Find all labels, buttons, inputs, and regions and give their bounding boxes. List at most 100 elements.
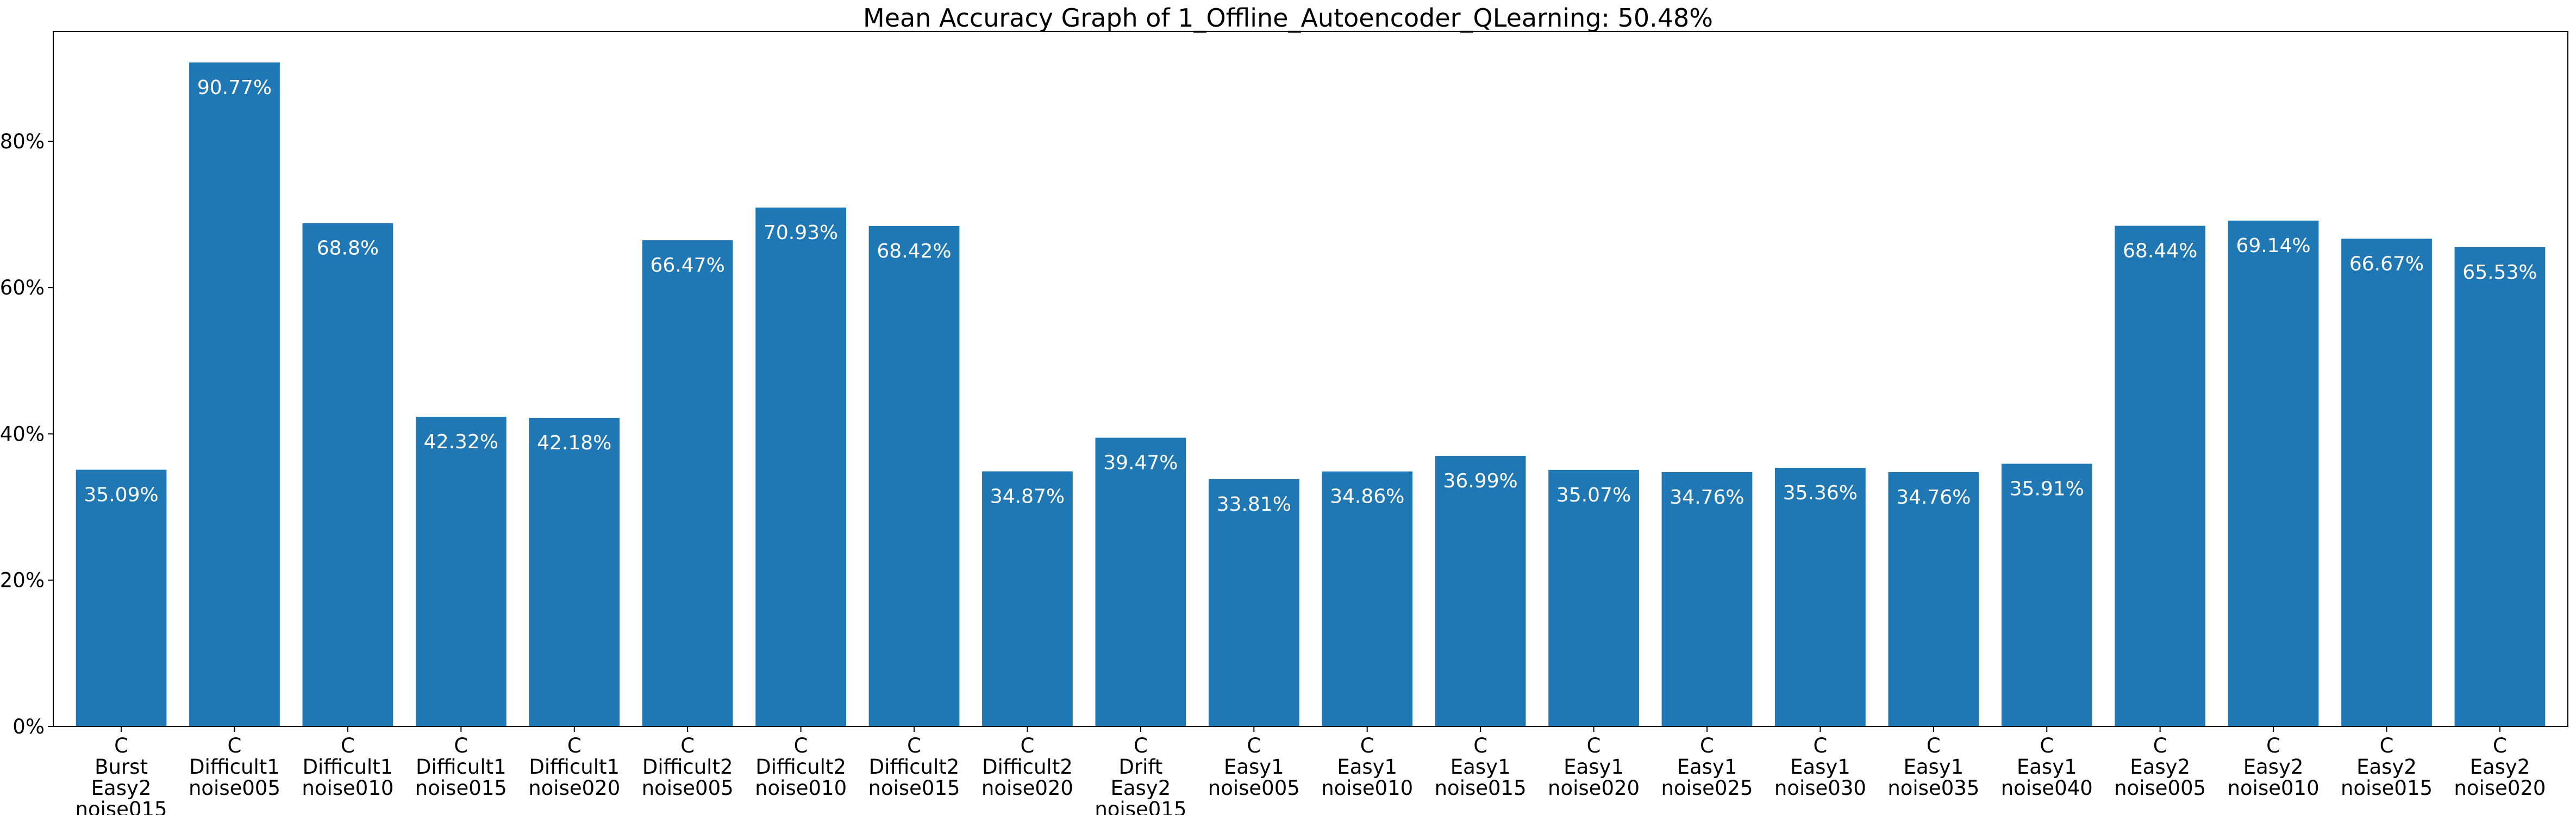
bar <box>76 469 167 726</box>
x-tick-label-line: Easy1 <box>2017 755 2077 779</box>
x-tick-label: C Easy1 noise030 <box>1774 734 1866 800</box>
x-tick-label-line: noise005 <box>1208 776 1300 800</box>
bar <box>529 418 620 726</box>
bar-value-label: 68.44% <box>2123 240 2197 262</box>
x-tick-label-line: Easy1 <box>1224 755 1284 779</box>
x-tick-label: C Easy2 noise010 <box>2228 734 2319 800</box>
x-tick-label-line: C <box>1473 734 1487 757</box>
y-tick-label: 0% <box>12 715 45 738</box>
bar-value-label: 34.86% <box>1330 486 1404 508</box>
bar-value-label: 65.53% <box>2462 261 2537 284</box>
bar-value-label: 68.8% <box>317 237 379 260</box>
x-tick-label-line: C <box>1813 734 1827 757</box>
x-tick-label: C Easy2 noise005 <box>2114 734 2206 800</box>
bar <box>2228 221 2319 727</box>
x-tick-label-line: Drift <box>1118 755 1162 779</box>
bar <box>642 240 733 726</box>
x-tick-label-line: noise015 <box>76 798 167 815</box>
x-tick-label: C Difficult1 noise020 <box>528 734 620 800</box>
x-tick-label-line: noise010 <box>2228 776 2319 800</box>
bar <box>1548 469 1639 726</box>
y-tick-label: 60% <box>0 276 45 299</box>
x-tick-label: C Difficult2 noise015 <box>868 734 960 800</box>
x-tick-label-line: noise040 <box>2001 776 2093 800</box>
x-tick-label: C Difficult2 noise020 <box>981 734 1073 800</box>
x-tick-label-line: Easy1 <box>1564 755 1624 779</box>
bar-value-label: 34.87% <box>990 486 1065 508</box>
x-tick-label-line: noise020 <box>2454 776 2546 800</box>
bar <box>1661 472 1753 726</box>
x-tick-label-line: C <box>2380 734 2394 757</box>
x-tick-label-line: noise015 <box>415 776 507 800</box>
x-tick-label-line: Difficult1 <box>529 755 620 779</box>
x-tick-label-line: C <box>1927 734 1941 757</box>
x-tick-label-line: Easy1 <box>1790 755 1850 779</box>
x-tick-label-line: noise005 <box>642 776 734 800</box>
bar <box>302 223 393 726</box>
x-tick-label-line: noise020 <box>1548 776 1640 800</box>
bar <box>1775 467 1866 726</box>
x-tick-label-line: noise010 <box>755 776 847 800</box>
x-tick-label: C Easy1 noise020 <box>1548 734 1640 800</box>
bar <box>1322 471 1413 726</box>
bar-value-label: 66.67% <box>2349 253 2424 275</box>
x-tick-label-line: Easy1 <box>1903 755 1964 779</box>
x-tick-label: C Easy1 noise015 <box>1435 734 1527 800</box>
x-tick-label-line: Easy2 <box>1110 776 1171 800</box>
bar <box>189 62 280 726</box>
x-tick-label: C Easy1 noise040 <box>2001 734 2093 800</box>
bar-value-label: 35.07% <box>1556 484 1631 506</box>
x-tick-label-line: C <box>2266 734 2280 757</box>
x-tick-label-line: C <box>2153 734 2167 757</box>
x-tick-label-line: noise015 <box>1435 776 1527 800</box>
bar-value-label: 42.18% <box>537 432 611 454</box>
bar-value-label: 35.09% <box>84 484 158 506</box>
plot-frame <box>53 31 2568 727</box>
bar-value-label: 33.81% <box>1217 493 1291 516</box>
x-tick-label: C Easy2 noise015 <box>2341 734 2433 800</box>
x-tick-label-line: C <box>2493 734 2507 757</box>
bar <box>868 225 960 727</box>
x-tick-label-line: Difficult1 <box>189 755 280 779</box>
bar-value-label: 35.36% <box>1783 482 1858 504</box>
x-tick-label-line: Easy2 <box>2130 755 2190 779</box>
y-tick-label: 80% <box>0 130 45 153</box>
chart-title: Mean Accuracy Graph of 1_Offline_Autoenc… <box>863 3 1713 33</box>
bar <box>1095 437 1186 726</box>
x-tick-label: C Difficult2 noise010 <box>755 734 847 800</box>
x-tick-label: C Easy2 noise020 <box>2454 734 2546 800</box>
x-tick-label-line: noise015 <box>2341 776 2433 800</box>
x-tick-label-line: C <box>794 734 808 757</box>
x-tick-label: C Difficult1 noise015 <box>415 734 507 800</box>
x-tick-label-line: noise025 <box>1661 776 1753 800</box>
x-tick-label-line: Difficult2 <box>642 755 733 779</box>
bar <box>982 471 1073 726</box>
x-tick-label-line: C <box>228 734 242 757</box>
x-tick-label-line: noise010 <box>302 776 393 800</box>
bar <box>2115 225 2206 726</box>
x-tick-label: C Difficult1 noise010 <box>302 734 393 800</box>
x-tick-label: C Easy1 noise035 <box>1887 734 1979 800</box>
bar-value-label: 66.47% <box>651 254 725 277</box>
bar <box>2454 247 2546 726</box>
x-tick-label: C Burst Easy2 noise015 <box>76 734 167 815</box>
x-tick-label-line: C <box>907 734 921 757</box>
x-tick-label-line: Easy2 <box>91 776 152 800</box>
bar <box>2001 463 2092 726</box>
x-tick-label-line: C <box>114 734 128 757</box>
x-tick-label: C Easy1 noise025 <box>1661 734 1753 800</box>
x-tick-label-line: C <box>341 734 355 757</box>
bar <box>415 417 507 726</box>
bar-value-label: 90.77% <box>197 77 272 99</box>
x-tick-label-line: C <box>680 734 695 757</box>
x-tick-label-line: C <box>1021 734 1035 757</box>
y-tick-label: 40% <box>0 422 45 446</box>
x-tick-label-line: noise010 <box>1321 776 1413 800</box>
x-tick-label-line: C <box>1360 734 1374 757</box>
bar <box>1435 455 1526 726</box>
x-tick-label-line: noise005 <box>189 776 280 800</box>
bar <box>1208 479 1299 726</box>
x-tick-label-line: C <box>1134 734 1148 757</box>
